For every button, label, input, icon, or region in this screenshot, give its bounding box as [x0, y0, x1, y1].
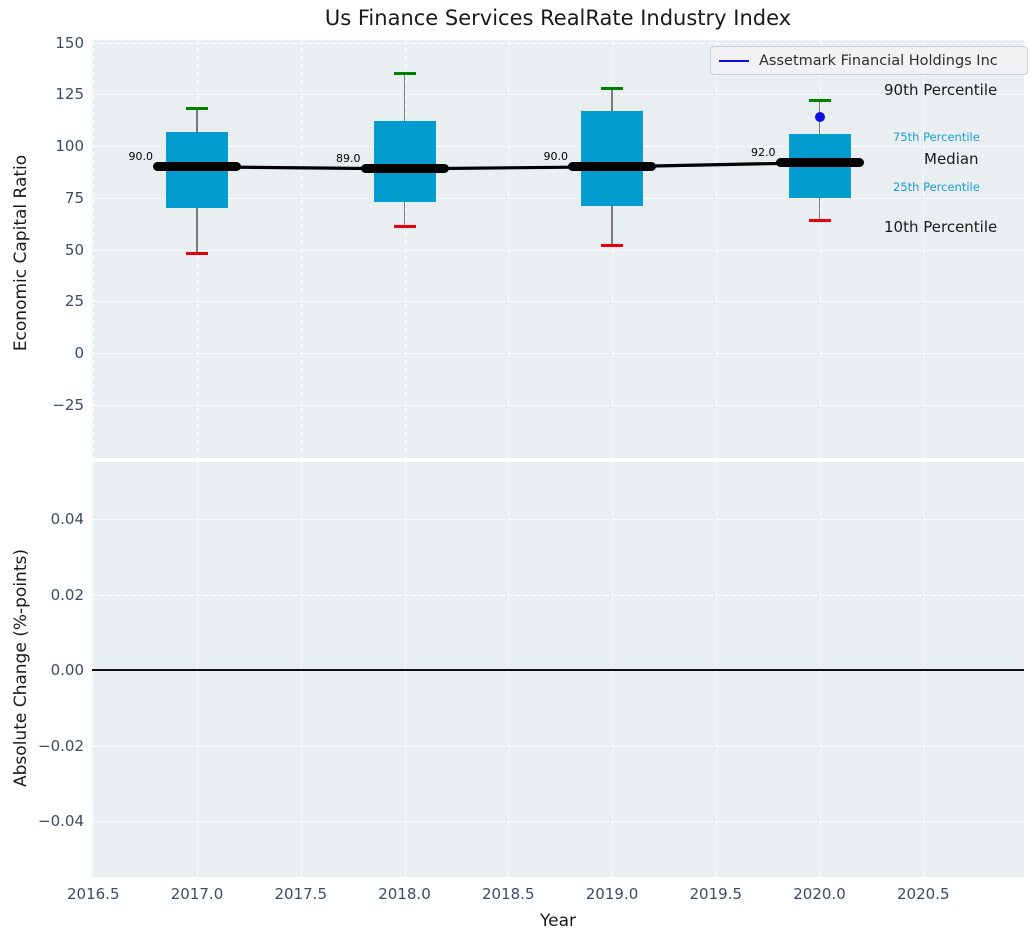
x-tick-label: 2017.5	[274, 885, 328, 903]
cap-90th-percentile	[808, 99, 831, 103]
cap-10th-percentile	[393, 225, 416, 229]
top-y-tick-label: −25	[52, 395, 84, 414]
top-y-tick-label: 150	[55, 33, 84, 52]
iqr-box	[373, 121, 436, 202]
legend: Assetmark Financial Holdings Inc	[710, 46, 1028, 75]
x-gridline	[819, 40, 821, 458]
top-y-axis-label: Economic Capital Ratio	[11, 154, 31, 352]
cap-90th-percentile	[393, 72, 416, 76]
legend-label: Assetmark Financial Holdings Inc	[759, 52, 998, 69]
bottom-plot-area	[92, 462, 1024, 877]
x-tick-label: 2016.5	[67, 885, 120, 903]
cap-10th-percentile	[808, 219, 831, 223]
top-y-tick-label: 100	[55, 137, 84, 156]
cap-10th-percentile	[601, 243, 623, 247]
y-gridline	[92, 249, 1024, 251]
y-gridline	[92, 353, 1024, 355]
x-tick-label: 2020.0	[793, 885, 846, 903]
y-gridline	[92, 594, 1024, 596]
median-bar	[153, 162, 241, 172]
cap-90th-percentile	[601, 86, 623, 90]
median-bar	[775, 158, 864, 168]
x-gridline	[612, 40, 613, 458]
annotation-median: Median	[924, 150, 979, 168]
median-connecting-line	[196, 161, 820, 171]
annotation-25th-percentile: 25th Percentile	[893, 180, 980, 194]
x-gridline	[93, 40, 95, 458]
x-axis-label: Year	[540, 911, 576, 931]
y-gridline	[92, 821, 1024, 822]
x-tick-label: 2019.5	[689, 885, 743, 903]
x-tick-label: 2020.5	[897, 885, 950, 903]
x-gridline	[715, 40, 717, 458]
bottom-y-tick-label: 0.02	[50, 585, 84, 604]
x-tick-label: 2017.0	[170, 885, 224, 903]
annotation-10th-percentile: 10th Percentile	[884, 218, 998, 236]
x-tick-label: 2018.5	[482, 885, 535, 903]
legend-line-sample-icon	[719, 59, 749, 62]
x-gridline	[404, 40, 406, 458]
median-bar	[568, 162, 656, 172]
x-gridline	[508, 40, 510, 458]
y-gridline	[92, 519, 1024, 520]
y-gridline	[92, 42, 1024, 44]
median-value-label: 90.0	[128, 149, 154, 163]
top-y-tick-label: 125	[55, 85, 84, 104]
y-gridline	[92, 197, 1024, 199]
cap-10th-percentile	[186, 252, 208, 256]
median-bar	[360, 164, 449, 174]
annotation-90th-percentile: 90th Percentile	[884, 81, 998, 99]
bottom-y-tick-label: 0.00	[50, 661, 84, 679]
y-gridline	[92, 146, 1024, 148]
median-value-label: 90.0	[543, 149, 569, 163]
y-gridline	[92, 94, 1024, 96]
y-gridline	[92, 301, 1024, 303]
iqr-box	[581, 110, 643, 207]
y-gridline	[92, 404, 1024, 406]
chart-title: Us Finance Services RealRate Industry In…	[324, 6, 792, 30]
bottom-y-tick-label: 0.04	[50, 510, 84, 528]
cap-90th-percentile	[186, 107, 208, 111]
median-value-label: 92.0	[751, 145, 776, 159]
top-y-tick-label: 0	[74, 344, 84, 363]
x-tick-label: 2019.0	[585, 885, 639, 903]
top-y-tick-label: 50	[64, 240, 84, 259]
median-value-label: 89.0	[336, 151, 361, 165]
bottom-y-tick-label: −0.02	[38, 736, 84, 755]
top-plot-area: 90.0 89.0 90.0 92.0	[92, 40, 1024, 458]
x-gridline	[300, 40, 302, 458]
top-y-tick-label: 75	[64, 188, 84, 207]
x-gridline	[923, 40, 925, 458]
y-gridline	[92, 745, 1024, 747]
top-y-tick-label: 25	[64, 292, 84, 311]
x-tick-label: 2018.0	[378, 885, 431, 903]
zero-line	[92, 669, 1024, 671]
bottom-y-axis-label: Absolute Change (%-points)	[11, 549, 31, 787]
bottom-y-tick-label: −0.04	[38, 812, 84, 830]
annotation-75th-percentile: 75th Percentile	[893, 130, 980, 144]
company-data-point	[814, 112, 825, 123]
